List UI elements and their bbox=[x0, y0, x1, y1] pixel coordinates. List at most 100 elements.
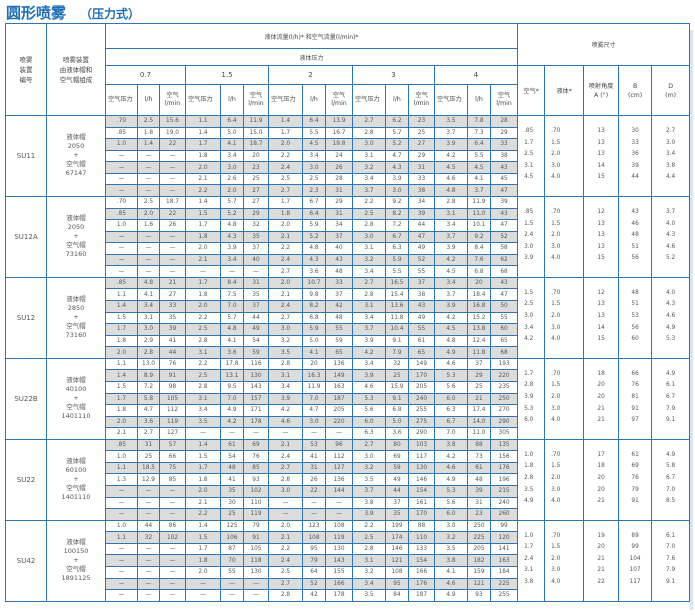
value-cell: — bbox=[137, 149, 160, 163]
value-cell: 22 bbox=[159, 207, 186, 221]
value-cell: 6.3 bbox=[352, 427, 386, 440]
value-cell: 2.2 bbox=[185, 357, 221, 371]
value-cell: 3.4 bbox=[268, 380, 303, 394]
spec-value: 2.5 bbox=[524, 301, 534, 308]
value-cell: 141 bbox=[489, 542, 519, 556]
value-cell: 7.0 bbox=[220, 392, 244, 406]
value-cell: 2.0 bbox=[220, 184, 244, 197]
spec-value: .70 bbox=[551, 208, 561, 215]
assembly-line: 2050 bbox=[67, 142, 85, 151]
value-cell: 4.5 bbox=[467, 161, 491, 174]
spec-b: 61 69 76 79 91 bbox=[618, 438, 653, 521]
value-cell: 220 bbox=[489, 369, 519, 382]
value-cell: 19.8 bbox=[325, 138, 353, 151]
value-cell: 6.0 bbox=[434, 392, 468, 406]
value-cell: 27 bbox=[408, 138, 435, 151]
value-cell: 33 bbox=[159, 300, 186, 313]
spec-value: 89 bbox=[631, 532, 639, 539]
value-cell: 1.1 bbox=[105, 357, 138, 371]
value-cell: 35 bbox=[159, 311, 186, 325]
value-cell: 50 bbox=[489, 300, 519, 313]
value-cell: 3.4 bbox=[220, 149, 244, 163]
value-cell: 4.3 bbox=[302, 253, 326, 267]
value-cell: 13.1 bbox=[220, 369, 244, 382]
value-cell: 2.7 bbox=[268, 311, 303, 325]
value-cell: 215 bbox=[489, 485, 519, 498]
value-cell: 112 bbox=[159, 404, 186, 417]
value-cell: 58 bbox=[489, 242, 519, 255]
value-cell: 26 bbox=[325, 161, 353, 174]
value-cell: 25 bbox=[220, 508, 244, 521]
spec-value: 1.0 bbox=[524, 532, 534, 539]
value-cell: — bbox=[105, 242, 138, 255]
spec-value: 3.8 bbox=[524, 579, 534, 586]
spec-value: 8.5 bbox=[665, 498, 676, 505]
value-cell: .85 bbox=[105, 276, 138, 290]
value-cell: 35 bbox=[243, 288, 269, 301]
value-cell: 1.5 bbox=[105, 311, 138, 325]
value-cell: 8.9 bbox=[137, 369, 160, 382]
value-cell: — bbox=[159, 565, 186, 579]
value-cell: 3.7 bbox=[467, 184, 491, 197]
value-cell: 103 bbox=[408, 438, 435, 452]
value-cell: 4.2 bbox=[220, 415, 244, 429]
spec-value: 1.5 bbox=[524, 220, 534, 227]
spec-value: 15 bbox=[597, 336, 605, 343]
value-cell: 3.4 bbox=[185, 404, 221, 417]
value-cell: 143 bbox=[243, 380, 269, 394]
value-cell: 2.0 bbox=[185, 161, 221, 174]
value-cell: 26 bbox=[302, 473, 326, 486]
value-cell: 174 bbox=[385, 531, 409, 544]
value-cell: 3.6 bbox=[137, 415, 160, 429]
spec-value: 3.9 bbox=[524, 255, 534, 262]
value-cell: 178 bbox=[325, 589, 353, 602]
value-cell: 2.5 bbox=[137, 195, 160, 209]
value-cell: 3.1 bbox=[185, 346, 221, 359]
value-cell: 3.6 bbox=[302, 265, 326, 278]
value-cell: 1.4 bbox=[137, 138, 160, 151]
header-air-flow-lmin: 空气 l/min bbox=[159, 84, 186, 116]
value-cell: 55 bbox=[408, 323, 435, 336]
value-cell: 11.9 bbox=[243, 115, 269, 128]
header-spray-b: B (cm) bbox=[618, 65, 653, 116]
value-cell: 144 bbox=[325, 485, 353, 498]
spec-value: 3.4 bbox=[524, 324, 534, 331]
value-cell: 3.7 bbox=[352, 485, 386, 498]
value-cell: 11.8 bbox=[467, 346, 491, 359]
value-cell: 4.8 bbox=[434, 184, 468, 197]
table-row: .85 2.0 22 1.5 5.2 29 1.8 6.4 31 2.5 8.2 39 3.1 11.0 4… bbox=[6, 207, 690, 221]
spec-liquid: .70 1.5 2.0 3.0 4.0 bbox=[544, 438, 585, 521]
value-cell: 4.5 bbox=[302, 138, 326, 151]
header-assembly: 喷雾装置 由液体帽和 空气帽组成 bbox=[46, 23, 106, 116]
value-cell: 23 bbox=[408, 115, 435, 128]
spec-value: 66 bbox=[631, 370, 639, 377]
table-row: — — —2.0 35 102 3.0 22 144 3.7 44 154 5.3 39 215 bbox=[6, 485, 690, 498]
value-cell: 13.0 bbox=[137, 357, 160, 371]
spec-air: .85 1.7 2.5 3.1 4.5 bbox=[517, 115, 546, 197]
value-cell: 21 bbox=[467, 392, 491, 406]
value-cell: 6.3 bbox=[434, 404, 468, 417]
spec-value: 2.7 bbox=[665, 128, 676, 134]
value-cell: 99 bbox=[489, 519, 519, 533]
value-cell: 4.9 bbox=[434, 589, 468, 602]
spec-value: 2.4 bbox=[524, 555, 534, 562]
value-cell: 4.2 bbox=[352, 346, 386, 359]
value-cell: 2.7 bbox=[352, 276, 386, 290]
value-cell: 93 bbox=[243, 473, 269, 486]
value-cell: — bbox=[105, 253, 138, 267]
header-pressure-4: 4 bbox=[433, 65, 519, 85]
value-cell: 26 bbox=[159, 219, 186, 232]
value-cell: 2.1 bbox=[185, 172, 221, 186]
value-cell: 24 bbox=[325, 149, 353, 163]
spec-value: 91 bbox=[631, 498, 639, 505]
value-cell: 6.8 bbox=[302, 311, 326, 325]
value-cell: 149 bbox=[408, 357, 435, 371]
spec-value: 15 bbox=[597, 255, 605, 262]
value-cell: 98 bbox=[159, 380, 186, 394]
spec-value: 30 bbox=[631, 128, 639, 134]
value-cell: 18.5 bbox=[137, 461, 160, 475]
value-cell: 170 bbox=[408, 508, 435, 521]
spec-value: 3.0 bbox=[551, 162, 561, 169]
spec-value: 2.0 bbox=[551, 313, 561, 320]
value-cell: 1.4 bbox=[185, 126, 221, 140]
